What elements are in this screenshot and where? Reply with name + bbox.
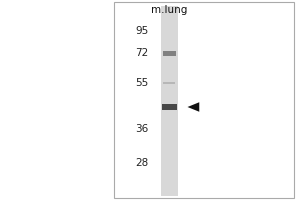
Text: 95: 95 <box>135 26 148 36</box>
Polygon shape <box>188 102 199 112</box>
Text: 55: 55 <box>135 78 148 88</box>
Bar <box>164 82 175 84</box>
Bar <box>162 104 177 110</box>
Text: 36: 36 <box>135 124 148 134</box>
Bar <box>161 6 178 196</box>
Text: 72: 72 <box>135 48 148 58</box>
Text: m.lung: m.lung <box>151 5 188 15</box>
Text: 28: 28 <box>135 158 148 168</box>
Bar <box>114 2 294 198</box>
Bar <box>163 51 176 56</box>
